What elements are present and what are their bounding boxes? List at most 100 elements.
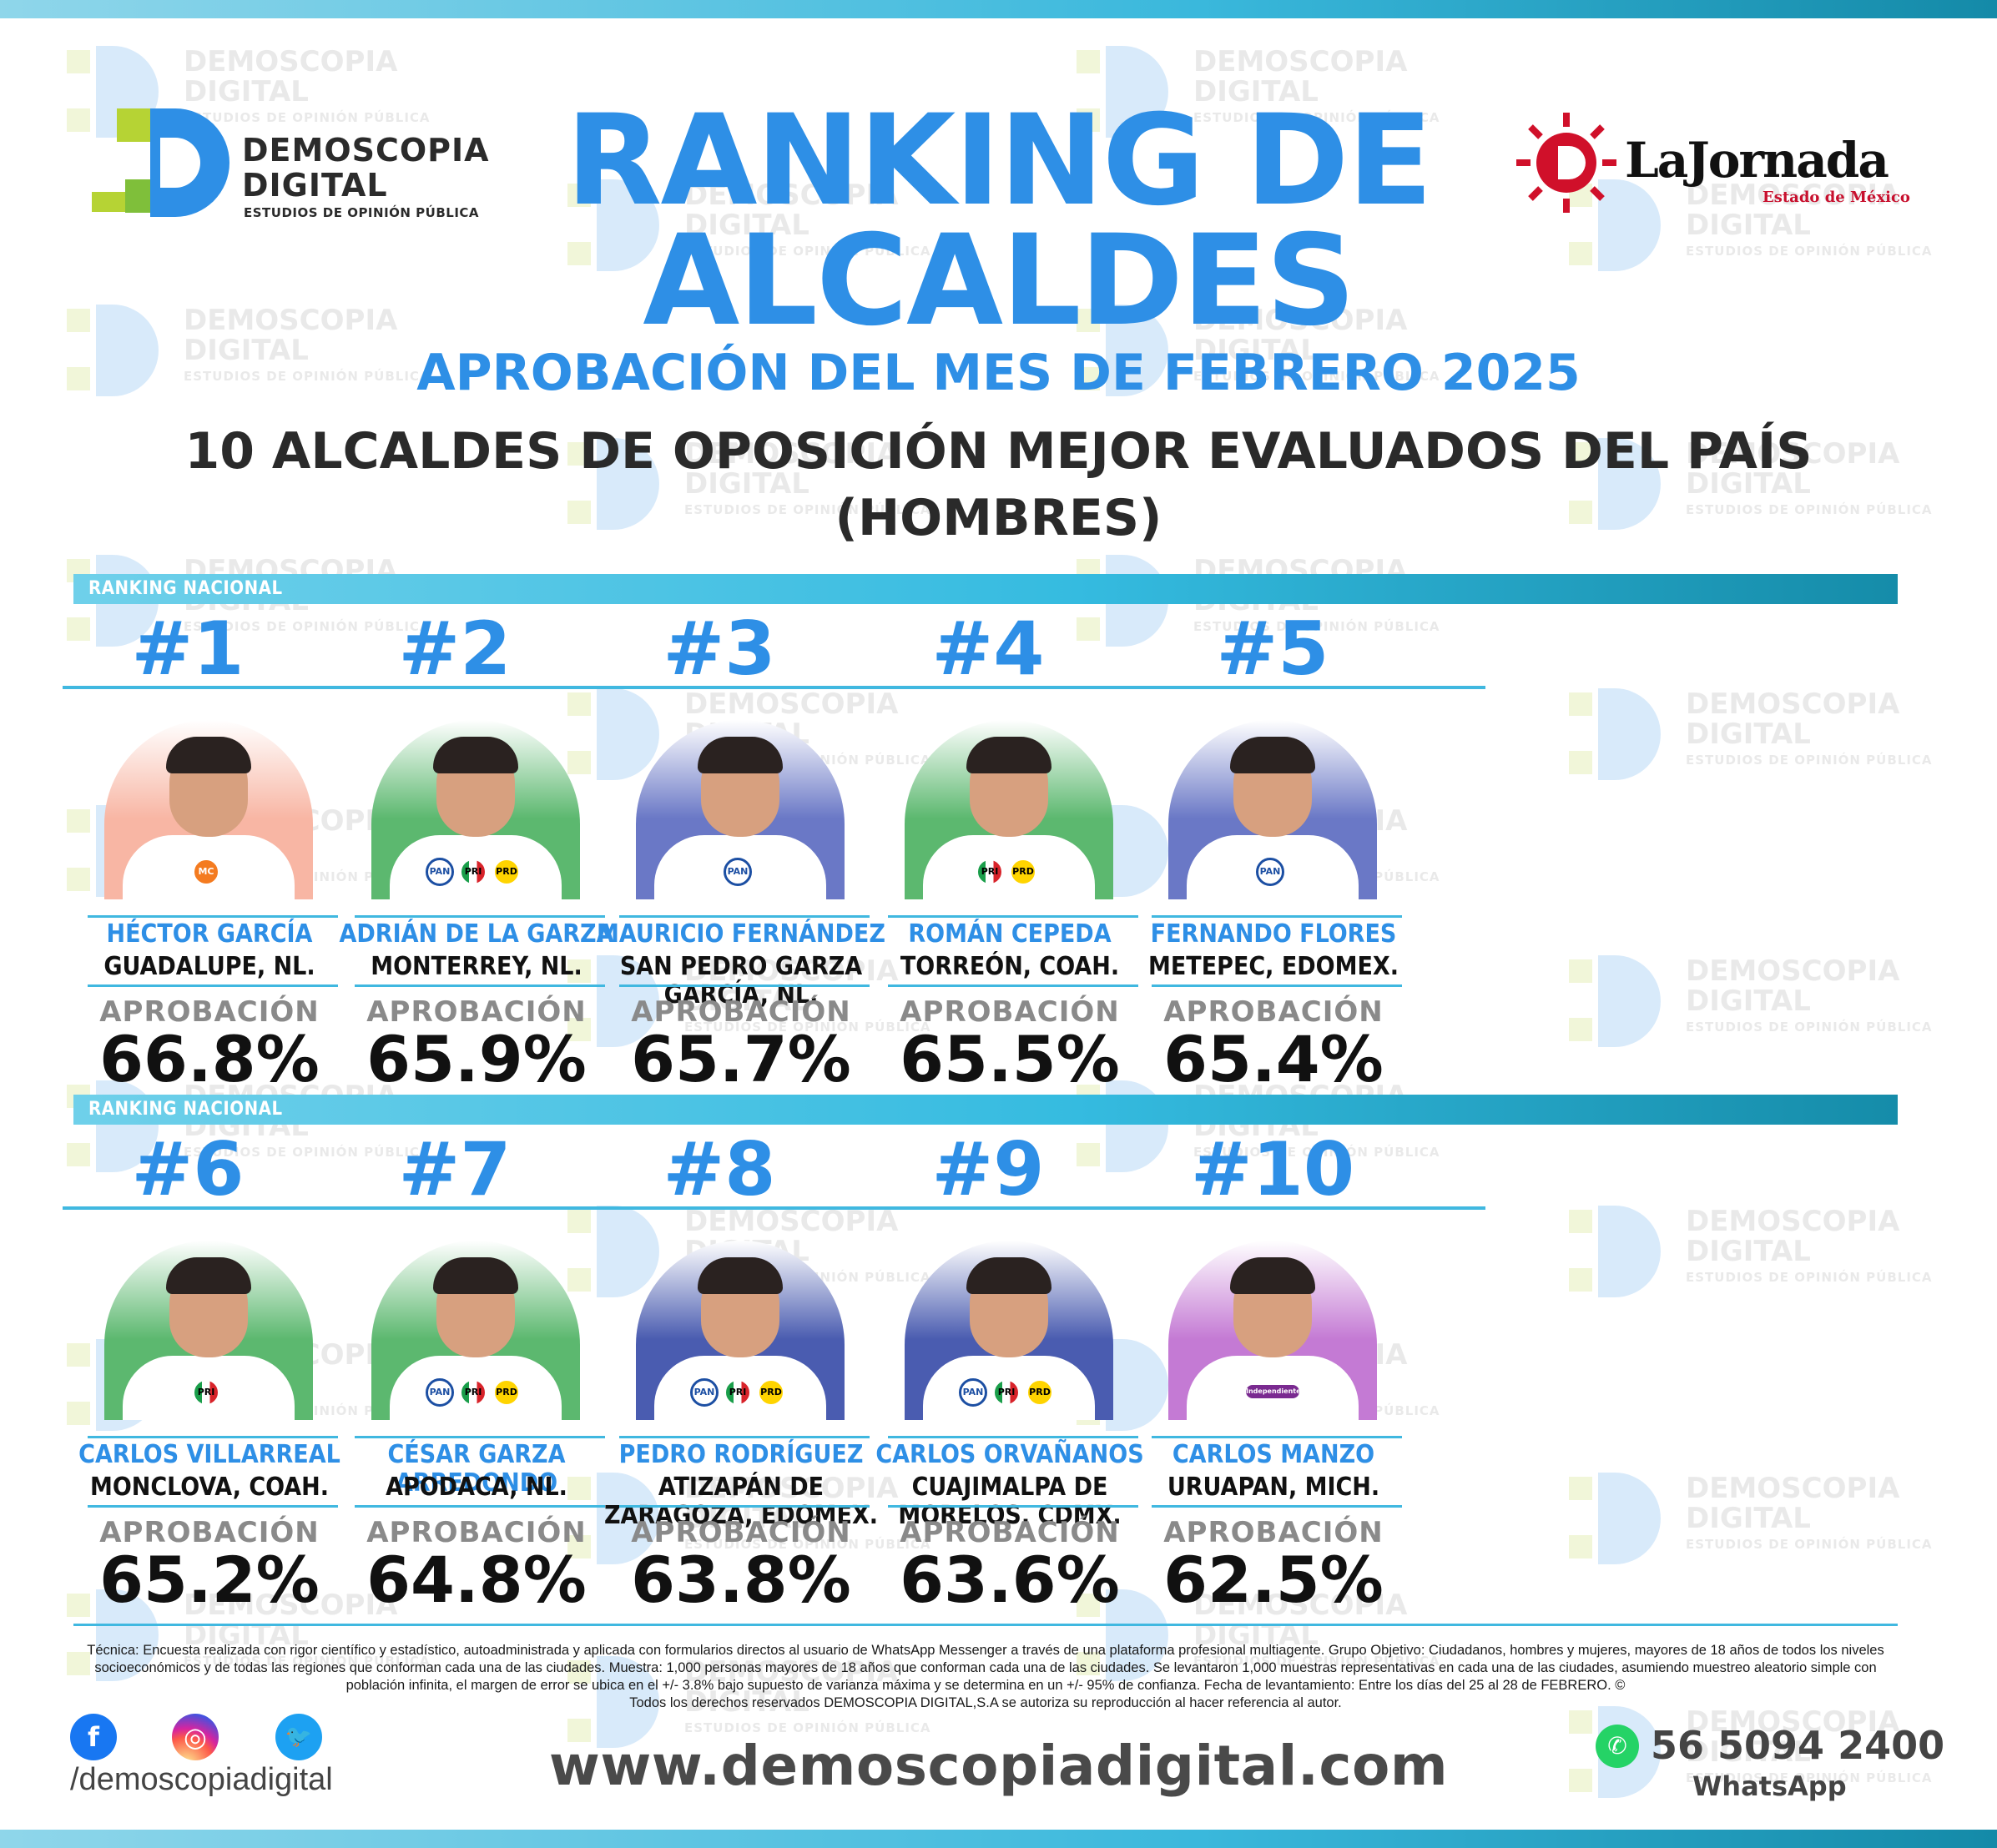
whatsapp-icon[interactable]: ✆ (1596, 1725, 1639, 1768)
approval-value: 65.9% (366, 1022, 587, 1096)
lajornada-wordmark: LaJornada (1625, 132, 1889, 189)
approval-value: 65.4% (1163, 1022, 1384, 1096)
candidate-name: PEDRO RODRÍGUEZ (618, 1440, 864, 1469)
candidate-name: HÉCTOR GARCÍA (106, 919, 313, 949)
approval-value: 66.8% (99, 1022, 320, 1096)
name-divider (1152, 915, 1402, 918)
candidate-city: URUAPAN, MICH. (1167, 1473, 1380, 1502)
party-pri-icon: PRI (459, 858, 487, 886)
photo-hair (698, 737, 783, 773)
title-line2: ALCALDES (643, 209, 1355, 354)
candidate-photo: PAN (636, 720, 845, 899)
rank-underline (63, 1206, 413, 1210)
candidate-photo: PRI (104, 1241, 313, 1420)
city-divider (1152, 984, 1402, 987)
sun-icon (1516, 113, 1616, 213)
demoscopia-word2: DIGITAL (242, 167, 388, 204)
name-divider (619, 1436, 870, 1438)
city-divider (888, 984, 1138, 987)
photo-hair (433, 737, 518, 773)
name-divider (888, 915, 1138, 918)
rank-underline (1127, 1206, 1485, 1210)
rank-underline (594, 686, 945, 689)
methodology-note: Técnica: Encuesta realizada con rigor ci… (73, 1642, 1898, 1712)
candidate-photo: PAN (1168, 720, 1377, 899)
candidate-photo: PAN PRI PRD (905, 1241, 1113, 1420)
approval-label: APROBACIÓN (631, 1516, 851, 1549)
party-pan-icon: PAN (959, 1378, 987, 1407)
rights-text: Todos los derechos reservados DEMOSCOPIA… (629, 1695, 1342, 1710)
candidate-photo: PAN PRI PRD (371, 1241, 580, 1420)
watermark-d-icon (567, 688, 659, 780)
approval-label: APROBACIÓN (366, 995, 587, 1029)
twitter-icon[interactable]: 🐦 (275, 1714, 322, 1760)
headline: 10 ALCALDES DE OPOSICIÓN MEJOR EVALUADOS… (184, 422, 1813, 481)
ranking-bar-bottom: RANKING NACIONAL (73, 1095, 1898, 1125)
city-divider (355, 984, 605, 987)
approval-label: APROBACIÓN (1163, 995, 1384, 1029)
whatsapp-label: WhatsApp (1692, 1770, 1847, 1802)
methodology-text: Técnica: Encuesta realizada con rigor ci… (87, 1643, 1884, 1693)
party-pri-icon: PRI (724, 1378, 752, 1407)
rank-underline (863, 686, 1213, 689)
party-pri-icon: PRI (459, 1378, 487, 1407)
approval-label: APROBACIÓN (900, 995, 1120, 1029)
name-divider (88, 1436, 338, 1438)
rank-number: #3 (663, 606, 776, 692)
rank-number: #7 (398, 1126, 512, 1212)
party-prd-icon: PRD (757, 1378, 785, 1407)
website-link[interactable]: www.demoscopiadigital.com (548, 1734, 1449, 1798)
approval-value: 63.6% (900, 1543, 1120, 1617)
instagram-icon[interactable]: ◎ (172, 1714, 219, 1760)
photo-hair (166, 737, 251, 773)
city-divider (355, 1505, 605, 1508)
rank-number: #4 (931, 606, 1045, 692)
demoscopia-d-icon (92, 108, 229, 217)
candidate-photo: PRI PRD (905, 720, 1113, 899)
candidate-name: CARLOS VILLARREAL (78, 1440, 340, 1469)
photo-hair (1230, 737, 1315, 773)
rank-number: #1 (131, 606, 245, 692)
top-stripe (0, 0, 1997, 18)
lajornada-logo: LaJornada Estado de México (1512, 108, 1913, 217)
party-prd-icon: PRD (492, 1378, 521, 1407)
ranking-bar-label: RANKING NACIONAL (88, 578, 283, 599)
candidate-name: CARLOS MANZO (1172, 1440, 1375, 1469)
approval-label: APROBACIÓN (99, 995, 320, 1029)
photo-hair (966, 737, 1051, 773)
party-mc-icon: MC (192, 858, 220, 886)
demoscopia-tagline: ESTUDIOS DE OPINIÓN PÚBLICA (244, 205, 480, 220)
party-pri-icon: PRI (976, 858, 1004, 886)
approval-label: APROBACIÓN (99, 1516, 320, 1549)
ranking-bar-top: RANKING NACIONAL (73, 574, 1898, 604)
name-divider (355, 1436, 605, 1438)
name-divider (619, 915, 870, 918)
facebook-icon[interactable]: f (70, 1714, 117, 1760)
party-pan-icon: PAN (690, 1378, 719, 1407)
candidate-city: MONCLOVA, COAH. (89, 1473, 330, 1502)
candidate-city: GUADALUPE, NL. (103, 952, 315, 981)
title-line1: RANKING DE (565, 88, 1433, 234)
candidate-city: APODACA, NL. (386, 1473, 567, 1502)
social-handle[interactable]: /demoscopiadigital (70, 1762, 333, 1797)
party-pri-icon: PRI (192, 1378, 220, 1407)
phone-number[interactable]: 56 5094 2400 (1651, 1723, 1945, 1768)
approval-value: 65.2% (99, 1543, 320, 1617)
party-pri-icon: PRI (992, 1378, 1021, 1407)
approval-value: 65.5% (900, 1022, 1120, 1096)
approval-value: 63.8% (631, 1543, 851, 1617)
party-prd-icon: PRD (1026, 1378, 1054, 1407)
approval-label: APROBACIÓN (1163, 1516, 1384, 1549)
photo-hair (166, 1257, 251, 1294)
rank-underline (1127, 686, 1485, 689)
approval-label: APROBACIÓN (631, 995, 851, 1029)
name-divider (888, 1436, 1138, 1438)
candidate-photo: MC (104, 720, 313, 899)
approval-value: 65.7% (631, 1022, 851, 1096)
party-pan-icon: PAN (426, 1378, 454, 1407)
rank-underline (330, 1206, 680, 1210)
candidate-name: MAURICIO FERNÁNDEZ (597, 919, 885, 949)
